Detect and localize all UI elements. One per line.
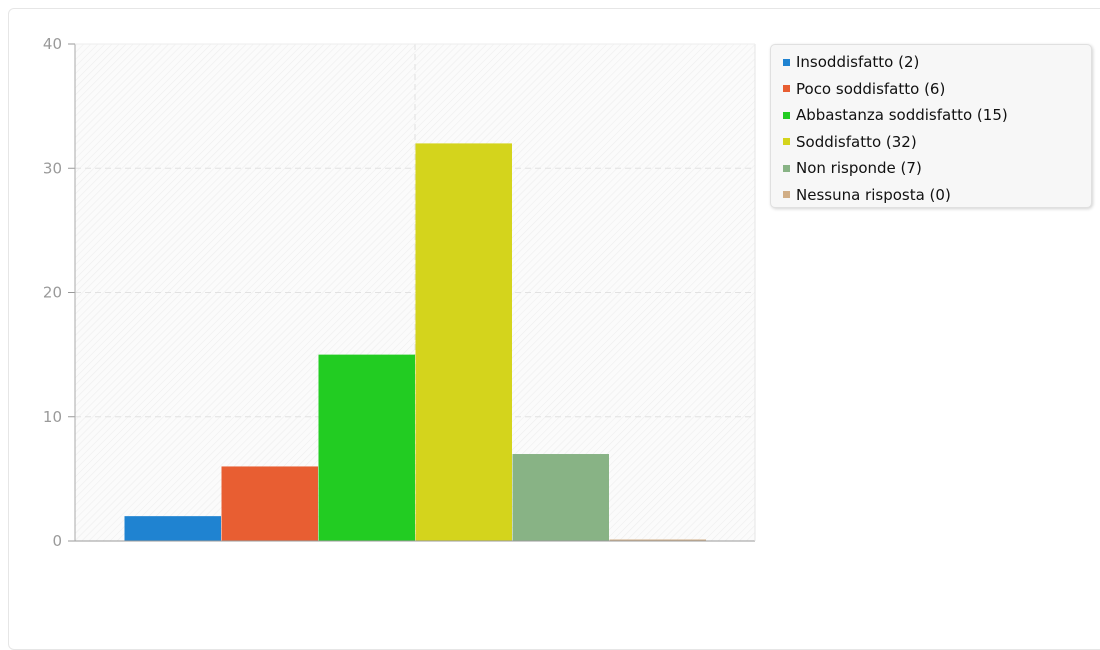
legend-label: Insoddisfatto (2): [796, 53, 919, 71]
legend-item: Poco soddisfatto (6): [783, 76, 1091, 103]
legend-swatch: [783, 191, 790, 198]
legend-label: Non risponde (7): [796, 159, 922, 177]
legend-label: Nessuna risposta (0): [796, 186, 951, 204]
legend-label: Abbastanza soddisfatto (15): [796, 106, 1008, 124]
legend-item: Nessuna risposta (0): [783, 182, 1091, 209]
legend-item: Insoddisfatto (2): [783, 49, 1091, 76]
legend-swatch: [783, 59, 790, 66]
y-tick-label: 10: [43, 408, 62, 426]
legend-swatch: [783, 85, 790, 92]
bar: [416, 143, 513, 541]
legend-item: Abbastanza soddisfatto (15): [783, 102, 1091, 129]
legend-swatch: [783, 112, 790, 119]
legend-label: Soddisfatto (32): [796, 133, 917, 151]
legend-label: Poco soddisfatto (6): [796, 80, 945, 98]
y-tick-label: 40: [43, 35, 62, 53]
y-tick-label: 30: [43, 159, 62, 177]
y-tick-label: 20: [43, 284, 62, 302]
legend-swatch: [783, 138, 790, 145]
bar: [222, 466, 319, 541]
legend: Insoddisfatto (2) Poco soddisfatto (6) A…: [770, 44, 1092, 208]
bar: [319, 355, 416, 541]
legend-swatch: [783, 165, 790, 172]
bar: [125, 516, 222, 541]
legend-item: Soddisfatto (32): [783, 129, 1091, 156]
y-tick-label: 0: [52, 532, 62, 550]
bar: [513, 454, 610, 541]
legend-item: Non risponde (7): [783, 155, 1091, 182]
